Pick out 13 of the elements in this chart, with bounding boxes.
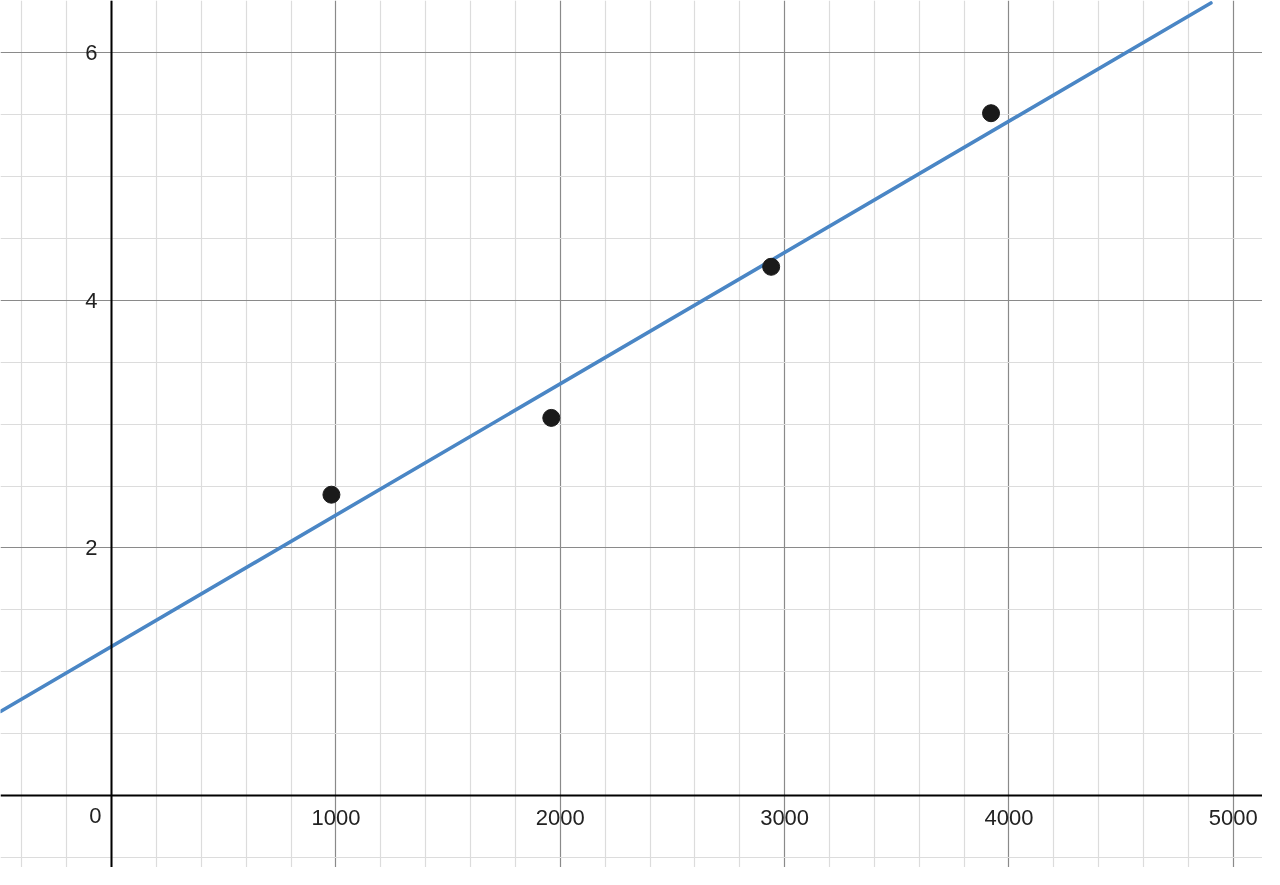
x-tick-label: 2000 xyxy=(535,804,585,830)
x-tick-label: 0 xyxy=(89,802,102,828)
point xyxy=(542,408,561,427)
point xyxy=(322,485,341,504)
y-tick-label: 2 xyxy=(85,535,98,561)
y-tick-label: 6 xyxy=(85,40,98,66)
x-tick-label: 1000 xyxy=(311,804,361,830)
point xyxy=(762,257,781,276)
y-tick-label: 4 xyxy=(85,287,98,313)
x-tick-label: 5000 xyxy=(1208,804,1258,830)
x-tick-label: 3000 xyxy=(760,804,810,830)
x-tick-label: 4000 xyxy=(984,804,1034,830)
point xyxy=(982,104,1001,123)
